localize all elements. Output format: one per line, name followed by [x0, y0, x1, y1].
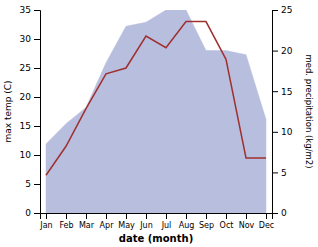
tick: 25 — [20, 63, 40, 73]
tick: 30 — [20, 34, 40, 44]
tick-label: 25 — [281, 5, 292, 15]
tick: Mar — [79, 213, 95, 230]
tick-mark — [34, 155, 40, 156]
tick-mark — [246, 213, 247, 219]
tick-label: Mar — [79, 221, 95, 230]
tick: Sep — [199, 213, 214, 230]
tick: May — [118, 213, 135, 230]
tick: Aug — [179, 213, 195, 230]
line — [46, 22, 266, 176]
tick-mark — [166, 213, 167, 219]
tick-mark — [146, 213, 147, 219]
tick: 20 — [20, 92, 40, 102]
tick: 10 — [20, 150, 40, 160]
tick-label: 5 — [281, 168, 287, 178]
chart: Jan Feb Mar AprMay Jun Jul Aug Sep Oct Nov Dec 0 5 10… — [0, 0, 318, 247]
tick-label: Feb — [59, 221, 73, 230]
tick-label: Nov — [239, 221, 255, 230]
tick: 35 — [20, 5, 40, 15]
tick: 5 — [25, 179, 40, 189]
tick-mark — [226, 213, 227, 219]
tick: Apr — [100, 213, 115, 230]
tick-mark — [34, 97, 40, 98]
tick-mark — [34, 68, 40, 69]
tick-mark — [272, 10, 278, 11]
tick-label: Jul — [161, 221, 172, 230]
tick-label: Aug — [179, 221, 195, 230]
tick: Feb — [59, 213, 73, 230]
y-axis-title: max temp (C) — [3, 80, 13, 142]
marks — [46, 10, 266, 213]
tick-label: 20 — [281, 46, 293, 56]
tick-mark — [272, 51, 278, 52]
area — [46, 10, 266, 213]
tick-mark — [34, 184, 40, 185]
tick: 20 — [272, 46, 293, 56]
tick: Jul — [161, 213, 172, 230]
tick-mark — [34, 213, 40, 214]
tick-label: 10 — [281, 127, 293, 137]
tick: 0 — [272, 208, 287, 218]
tick: Oct — [220, 213, 234, 230]
y-axis: 0 5 10 15 20 25 30 35 — [20, 5, 41, 218]
tick-mark — [66, 213, 67, 219]
tick: Nov — [239, 213, 255, 230]
plot-area: Jan Feb Mar AprMay Jun Jul Aug Sep Oct Nov Dec 0 5 10… — [3, 5, 314, 244]
tick: Jun — [139, 213, 153, 230]
tick-mark — [206, 213, 207, 219]
tick-label: 5 — [25, 179, 31, 189]
tick-mark — [186, 213, 187, 219]
tick-label: 20 — [20, 92, 32, 102]
tick-mark — [272, 91, 278, 92]
tick: Jan — [39, 213, 52, 230]
tick: Dec — [259, 213, 274, 230]
tick: 10 — [272, 127, 293, 137]
tick-label: Apr — [100, 221, 115, 230]
tick: 0 — [25, 208, 40, 218]
y2-axis-title: med. precipitation (kg/m2) — [304, 54, 314, 168]
x-axis: Jan Feb Mar AprMay Jun Jul Aug Sep Oct Nov Dec — [39, 213, 274, 230]
tick-mark — [126, 213, 127, 219]
tick-label: May — [118, 221, 135, 230]
tick-label: Jun — [139, 221, 153, 230]
tick-label: 25 — [20, 63, 31, 73]
axis-line — [34, 11, 41, 214]
tick-mark — [34, 126, 40, 127]
tick-mark — [272, 172, 278, 173]
y2-axis: 0 5 10 15 20 25 — [272, 5, 293, 218]
tick: 5 — [272, 168, 287, 178]
tick-label: 0 — [281, 208, 287, 218]
tick-mark — [34, 39, 40, 40]
tick-label: Jan — [39, 221, 52, 230]
tick-mark — [272, 132, 278, 133]
tick-label: Dec — [259, 221, 274, 230]
tick-mark — [272, 213, 278, 214]
tick: 15 — [272, 87, 292, 97]
tick-label: 15 — [281, 87, 292, 97]
tick-label: 10 — [20, 150, 32, 160]
tick-label: Oct — [220, 221, 234, 230]
tick: 15 — [20, 121, 40, 131]
tick-mark — [86, 213, 87, 219]
tick: 25 — [272, 5, 292, 15]
tick-label: 15 — [20, 121, 31, 131]
tick-mark — [266, 213, 267, 219]
tick-label: 0 — [25, 208, 31, 218]
tick-mark — [34, 10, 40, 11]
axis-line — [41, 214, 273, 220]
tick-label: 30 — [20, 34, 32, 44]
x-axis-title: date (month) — [119, 233, 193, 244]
tick-mark — [106, 213, 107, 219]
axis-line — [273, 11, 279, 214]
tick-label: 35 — [20, 5, 31, 15]
tick-label: Sep — [199, 221, 214, 230]
tick-mark — [46, 213, 47, 219]
